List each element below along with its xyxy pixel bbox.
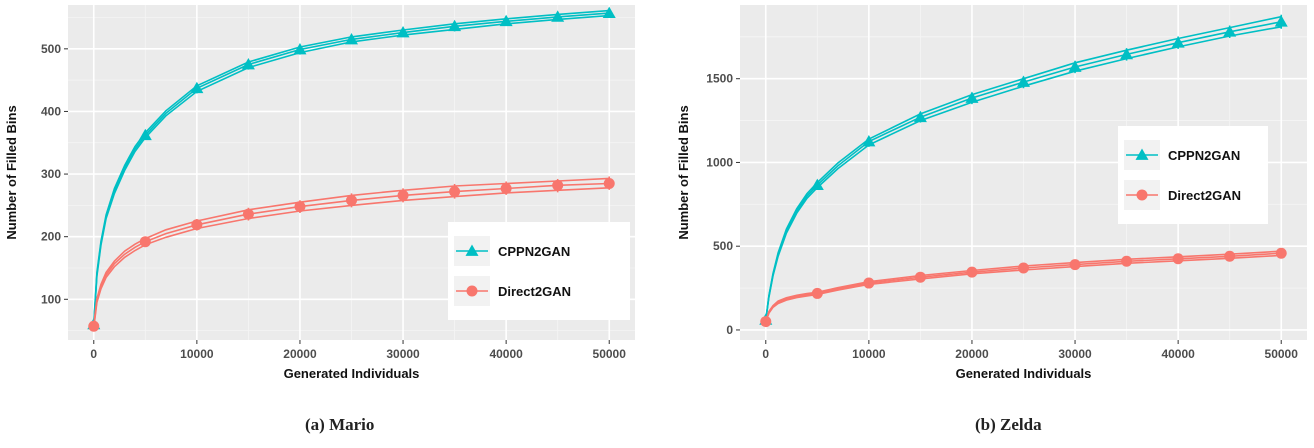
x-axis-title: Generated Individuals: [956, 366, 1092, 381]
x-tick-label: 30000: [1058, 347, 1092, 361]
chart-mario: 0 10000 20000 30000 40000 50000 100 200 300 400 50…: [4, 5, 635, 381]
data-point-cppn2gan: [138, 128, 152, 141]
x-tick-label: 50000: [593, 347, 627, 361]
series-lower-bound-direct2gan: [765, 254, 1282, 323]
data-point-cppn2gan: [1120, 47, 1134, 60]
caption-zelda: (b) Zelda: [975, 415, 1042, 434]
x-tick-label: 30000: [386, 347, 420, 361]
x-tick-label: 40000: [1161, 347, 1195, 361]
data-point-direct2gan: [1018, 262, 1029, 274]
series-upper-bound-direct2gan: [93, 177, 610, 326]
x-tick-label: 0: [90, 347, 97, 361]
x-axis-title: Generated Individuals: [284, 366, 420, 381]
data-point-cppn2gan: [602, 6, 616, 19]
data-point-cppn2gan: [190, 81, 204, 94]
chart-zelda: 0 10000 20000 30000 40000 50000 0 500 1000 1500 Ge…: [676, 5, 1307, 381]
data-point-cppn2gan: [1068, 60, 1082, 72]
data-point-direct2gan: [1121, 255, 1133, 267]
data-point-direct2gan: [603, 177, 615, 189]
data-point-cppn2gan: [396, 26, 410, 38]
data-point-cppn2gan: [448, 19, 462, 32]
y-tick-label: 0: [726, 323, 733, 337]
data-point-direct2gan: [1275, 247, 1287, 259]
data-point-cppn2gan: [862, 135, 876, 147]
data-point-direct2gan: [294, 201, 306, 213]
y-tick-label: 500: [713, 239, 733, 253]
data-point-cppn2gan: [1017, 75, 1030, 87]
data-point-cppn2gan: [499, 14, 513, 27]
data-point-cppn2gan: [913, 110, 927, 123]
x-tick-label: 40000: [489, 347, 523, 361]
legend-label-cppn2gan: CPPN2GAN: [1168, 148, 1240, 163]
x-tick-label: 10000: [180, 347, 214, 361]
series-line-cppn2gan: [93, 12, 610, 325]
data-point-direct2gan: [88, 320, 100, 332]
data-point-direct2gan: [1069, 259, 1081, 271]
y-axis-title: Number of Filled Bins: [676, 105, 691, 239]
y-tick-label: 200: [41, 230, 61, 244]
legend-marker-cppn2gan: [465, 244, 479, 256]
data-point-direct2gan: [914, 271, 926, 283]
data-point-direct2gan: [760, 316, 772, 328]
series-upper-bound-direct2gan: [765, 250, 1282, 322]
data-point-direct2gan: [191, 219, 203, 231]
data-point-direct2gan: [242, 208, 254, 220]
legend-marker-direct2gan: [466, 285, 478, 297]
caption-mario: (a) Mario: [305, 415, 375, 434]
series-line-direct2gan: [93, 182, 610, 327]
y-tick-label: 1500: [706, 72, 733, 86]
series-line-direct2gan: [765, 252, 1282, 322]
data-point-direct2gan: [397, 189, 409, 201]
data-point-cppn2gan: [1171, 36, 1185, 48]
data-point-direct2gan: [966, 266, 978, 278]
data-point-direct2gan: [1224, 250, 1236, 262]
data-point-cppn2gan: [345, 32, 358, 45]
y-tick-label: 100: [41, 292, 61, 306]
x-tick-label: 20000: [283, 347, 317, 361]
x-tick-label: 10000: [852, 347, 886, 361]
data-point-direct2gan: [1172, 253, 1184, 265]
y-tick-label: 300: [41, 167, 61, 181]
data-point-cppn2gan: [965, 91, 979, 103]
data-point-cppn2gan: [551, 10, 565, 22]
series-lower-bound-direct2gan: [93, 187, 610, 328]
y-tick-label: 400: [41, 104, 61, 118]
legend-marker-cppn2gan: [1135, 148, 1149, 160]
y-tick-label: 1000: [706, 155, 733, 169]
legend-label-direct2gan: Direct2GAN: [1168, 188, 1241, 203]
data-point-cppn2gan: [1274, 15, 1288, 27]
x-tick-label: 0: [762, 347, 769, 361]
legend-label-cppn2gan: CPPN2GAN: [498, 244, 570, 259]
data-point-cppn2gan: [241, 57, 255, 70]
data-point-cppn2gan: [293, 42, 307, 55]
x-tick-label: 20000: [955, 347, 989, 361]
data-point-cppn2gan: [1223, 25, 1237, 37]
legend-label-direct2gan: Direct2GAN: [498, 284, 571, 299]
series-line-cppn2gan: [765, 21, 1282, 321]
x-tick-label: 50000: [1265, 347, 1299, 361]
data-point-direct2gan: [139, 236, 151, 248]
legend-marker-direct2gan: [1136, 189, 1148, 201]
data-point-direct2gan: [811, 287, 823, 299]
data-point-direct2gan: [500, 182, 512, 194]
y-axis-title: Number of Filled Bins: [4, 105, 19, 239]
data-point-cppn2gan: [810, 178, 824, 190]
data-point-direct2gan: [346, 194, 357, 206]
data-point-direct2gan: [552, 179, 564, 191]
data-point-direct2gan: [863, 277, 875, 289]
y-tick-label: 500: [41, 42, 61, 56]
data-point-direct2gan: [449, 186, 461, 198]
